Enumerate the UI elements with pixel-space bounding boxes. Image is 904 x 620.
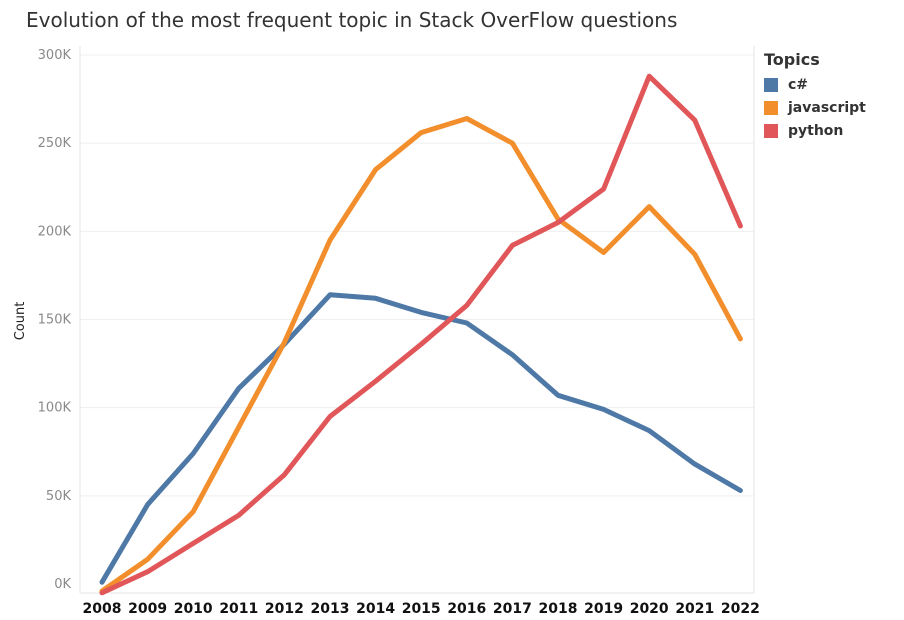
y-tick-label: 50K	[46, 489, 72, 504]
x-tick-label: 2021	[675, 601, 714, 617]
series-line-javascript	[99, 116, 743, 594]
x-tick-label: 2019	[584, 601, 623, 617]
legend-swatch	[764, 123, 778, 138]
x-tick-label: 2009	[128, 601, 167, 617]
series-line-python	[99, 73, 743, 596]
x-tick-label: 2012	[265, 601, 304, 617]
series-line-csharp	[99, 292, 743, 585]
x-tick-label: 2017	[493, 601, 532, 617]
x-tick-label: 2022	[721, 601, 760, 617]
axes: 0K 50K 100K 150K 200K 250K 300K 2008 2009 2010 201…	[38, 46, 760, 617]
legend-label: python	[788, 122, 844, 139]
legend-swatch	[764, 100, 778, 115]
grid	[80, 54, 754, 497]
legend-item: c#	[764, 73, 866, 96]
series-lines	[99, 73, 743, 596]
x-tick-label: 2013	[311, 601, 350, 617]
y-axis-label: Count	[13, 302, 28, 341]
y-tick-label: 200K	[38, 224, 72, 239]
x-tick-label: 2010	[174, 601, 213, 617]
legend-label: javascript	[788, 99, 866, 116]
legend-title: Topics	[764, 50, 820, 69]
x-tick-label: 2014	[356, 601, 395, 617]
y-tick-label: 100K	[38, 401, 72, 416]
legend-label: c#	[788, 76, 809, 93]
x-tick-label: 2008	[83, 601, 122, 617]
x-tick-label: 2015	[402, 601, 441, 617]
legend-items: c# javascript python	[764, 73, 866, 142]
x-tick-label: 2016	[447, 601, 486, 617]
x-tick-label: 2018	[539, 601, 578, 617]
legend-item: javascript	[764, 96, 866, 119]
y-tick-label: 150K	[38, 313, 72, 328]
y-tick-label: 0K	[54, 577, 71, 592]
legend: Topics c# javascript python	[764, 50, 866, 142]
legend-item: python	[764, 119, 866, 142]
y-tick-label: 250K	[38, 136, 72, 151]
legend-swatch	[764, 77, 778, 92]
y-tick-label: 300K	[38, 48, 72, 63]
x-tick-label: 2011	[219, 601, 258, 617]
x-tick-label: 2020	[630, 601, 669, 617]
chart-title: Evolution of the most frequent topic in …	[26, 8, 678, 32]
